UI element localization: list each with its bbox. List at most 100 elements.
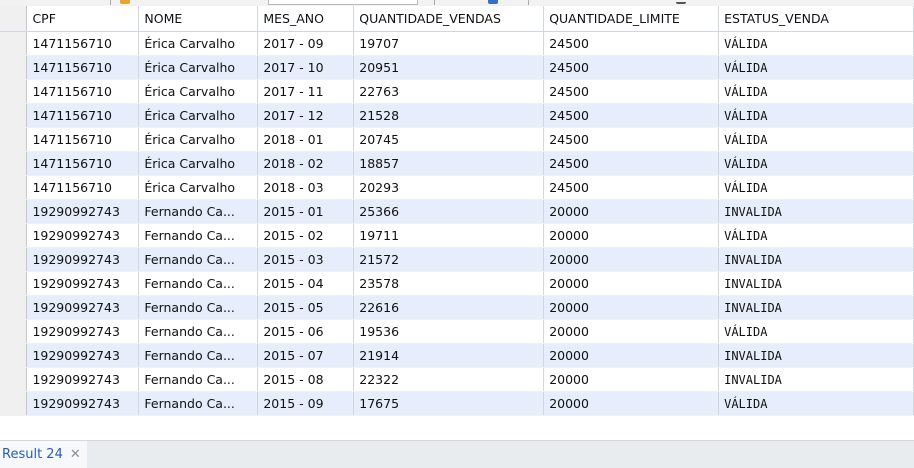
cell-mes-ano[interactable]: 2015 - 09: [257, 391, 355, 416]
cell-estatus-venda[interactable]: VÁLIDA: [718, 103, 914, 128]
cell-nome[interactable]: Fernando Ca...: [138, 199, 259, 224]
cell-quantidade-limite[interactable]: 24500: [543, 151, 720, 176]
cell-nome[interactable]: Fernando Ca...: [138, 247, 259, 272]
cell-estatus-venda[interactable]: INVALIDA: [718, 271, 914, 296]
cell-mes-ano[interactable]: 2015 - 01: [257, 199, 355, 224]
table-row[interactable]: 1471156710 Érica Carvalho 2018 - 03 20293 24…: [0, 175, 914, 200]
cell-cpf[interactable]: 19290992743: [26, 223, 140, 248]
cell-mes-ano[interactable]: 2017 - 12: [257, 103, 355, 128]
column-header-cpf[interactable]: CPF: [26, 6, 140, 32]
cell-estatus-venda[interactable]: INVALIDA: [718, 343, 914, 368]
cell-estatus-venda[interactable]: INVALIDA: [718, 199, 914, 224]
cell-quantidade-limite[interactable]: 20000: [543, 223, 720, 248]
cell-quantidade-limite[interactable]: 24500: [543, 127, 720, 152]
column-header-quantidade-vendas[interactable]: QUANTIDADE_VENDAS: [353, 6, 545, 32]
cell-quantidade-vendas[interactable]: 20293: [353, 175, 545, 200]
cell-mes-ano[interactable]: 2015 - 02: [257, 223, 355, 248]
cell-nome[interactable]: Érica Carvalho: [138, 151, 259, 176]
cell-quantidade-limite[interactable]: 20000: [543, 319, 720, 344]
table-row[interactable]: 19290992743 Fernando Ca... 2015 - 09 17675 2…: [0, 391, 914, 416]
close-icon[interactable]: ✕: [69, 447, 81, 462]
cell-quantidade-vendas[interactable]: 20745: [353, 127, 545, 152]
table-row[interactable]: 19290992743 Fernando Ca... 2015 - 08 22322 2…: [0, 367, 914, 392]
cell-estatus-venda[interactable]: INVALIDA: [718, 295, 914, 320]
table-row[interactable]: 19290992743 Fernando Ca... 2015 - 04 23578 2…: [0, 271, 914, 296]
cell-mes-ano[interactable]: 2015 - 04: [257, 271, 355, 296]
table-row[interactable]: 19290992743 Fernando Ca... 2015 - 05 22616 2…: [0, 295, 914, 320]
cell-quantidade-limite[interactable]: 20000: [543, 199, 720, 224]
cell-estatus-venda[interactable]: VÁLIDA: [718, 31, 914, 56]
cell-nome[interactable]: Érica Carvalho: [138, 55, 259, 80]
cell-quantidade-vendas[interactable]: 25366: [353, 199, 545, 224]
cell-quantidade-limite[interactable]: 20000: [543, 343, 720, 368]
cell-quantidade-limite[interactable]: 20000: [543, 367, 720, 392]
cell-cpf[interactable]: 19290992743: [26, 367, 140, 392]
cell-mes-ano[interactable]: 2015 - 08: [257, 367, 355, 392]
result-grid[interactable]: CPF NOME MES_ANO QUANTIDADE_VENDAS QUANT…: [0, 6, 914, 440]
cell-cpf[interactable]: 19290992743: [26, 391, 140, 416]
cell-mes-ano[interactable]: 2015 - 07: [257, 343, 355, 368]
cell-quantidade-vendas[interactable]: 19536: [353, 319, 545, 344]
cell-nome[interactable]: Fernando Ca...: [138, 367, 259, 392]
result-tab[interactable]: Result 24 ✕: [0, 441, 87, 468]
row-header[interactable]: [0, 367, 28, 392]
cell-cpf[interactable]: 1471156710: [26, 31, 140, 56]
cell-nome[interactable]: Fernando Ca...: [138, 391, 259, 416]
cell-cpf[interactable]: 19290992743: [26, 247, 140, 272]
toolbar-icon-export[interactable]: [488, 0, 498, 4]
cell-quantidade-vendas[interactable]: 21572: [353, 247, 545, 272]
cell-cpf[interactable]: 1471156710: [26, 151, 140, 176]
cell-quantidade-limite[interactable]: 20000: [543, 271, 720, 296]
cell-nome[interactable]: Érica Carvalho: [138, 103, 259, 128]
cell-mes-ano[interactable]: 2018 - 02: [257, 151, 355, 176]
cell-quantidade-vendas[interactable]: 21528: [353, 103, 545, 128]
cell-mes-ano[interactable]: 2015 - 05: [257, 295, 355, 320]
toolbar-limit-field[interactable]: [268, 0, 418, 5]
cell-nome[interactable]: Érica Carvalho: [138, 31, 259, 56]
cell-quantidade-vendas[interactable]: 21914: [353, 343, 545, 368]
toolbar-icon-folder[interactable]: [120, 0, 130, 4]
cell-cpf[interactable]: 19290992743: [26, 199, 140, 224]
table-row[interactable]: 1471156710 Érica Carvalho 2017 - 09 19707 24…: [0, 31, 914, 56]
cell-mes-ano[interactable]: 2018 - 03: [257, 175, 355, 200]
cell-cpf[interactable]: 1471156710: [26, 175, 140, 200]
cell-estatus-venda[interactable]: INVALIDA: [718, 367, 914, 392]
cell-nome[interactable]: Fernando Ca...: [138, 271, 259, 296]
table-row[interactable]: 1471156710 Érica Carvalho 2017 - 10 20951 24…: [0, 55, 914, 80]
cell-estatus-venda[interactable]: VÁLIDA: [718, 127, 914, 152]
column-header-nome[interactable]: NOME: [138, 6, 259, 32]
row-header[interactable]: [0, 343, 28, 368]
table-row[interactable]: 1471156710 Érica Carvalho 2018 - 02 18857 24…: [0, 151, 914, 176]
table-row[interactable]: 19290992743 Fernando Ca... 2015 - 01 25366 2…: [0, 199, 914, 224]
cell-cpf[interactable]: 19290992743: [26, 295, 140, 320]
cell-mes-ano[interactable]: 2015 - 03: [257, 247, 355, 272]
cell-estatus-venda[interactable]: INVALIDA: [718, 247, 914, 272]
row-header[interactable]: [0, 391, 28, 416]
column-header-mes-ano[interactable]: MES_ANO: [257, 6, 355, 32]
column-header-estatus-venda[interactable]: ESTATUS_VENDA: [718, 6, 914, 32]
cell-quantidade-vendas[interactable]: 17675: [353, 391, 545, 416]
cell-nome[interactable]: Érica Carvalho: [138, 79, 259, 104]
row-header[interactable]: [0, 31, 28, 56]
row-header[interactable]: [0, 151, 28, 176]
row-header-corner[interactable]: [0, 6, 28, 32]
cell-quantidade-vendas[interactable]: 20951: [353, 55, 545, 80]
table-row[interactable]: 19290992743 Fernando Ca... 2015 - 03 21572 2…: [0, 247, 914, 272]
cell-quantidade-vendas[interactable]: 22322: [353, 367, 545, 392]
cell-nome[interactable]: Érica Carvalho: [138, 175, 259, 200]
cell-nome[interactable]: Fernando Ca...: [138, 319, 259, 344]
row-header[interactable]: [0, 247, 28, 272]
cell-quantidade-vendas[interactable]: 22616: [353, 295, 545, 320]
cell-quantidade-limite[interactable]: 20000: [543, 295, 720, 320]
cell-cpf[interactable]: 19290992743: [26, 319, 140, 344]
cell-mes-ano[interactable]: 2017 - 11: [257, 79, 355, 104]
cell-estatus-venda[interactable]: VÁLIDA: [718, 151, 914, 176]
cell-mes-ano[interactable]: 2017 - 10: [257, 55, 355, 80]
cell-quantidade-vendas[interactable]: 23578: [353, 271, 545, 296]
cell-quantidade-limite[interactable]: 24500: [543, 79, 720, 104]
cell-estatus-venda[interactable]: VÁLIDA: [718, 55, 914, 80]
cell-cpf[interactable]: 19290992743: [26, 343, 140, 368]
cell-estatus-venda[interactable]: VÁLIDA: [718, 79, 914, 104]
cell-nome[interactable]: Fernando Ca...: [138, 223, 259, 248]
row-header[interactable]: [0, 127, 28, 152]
